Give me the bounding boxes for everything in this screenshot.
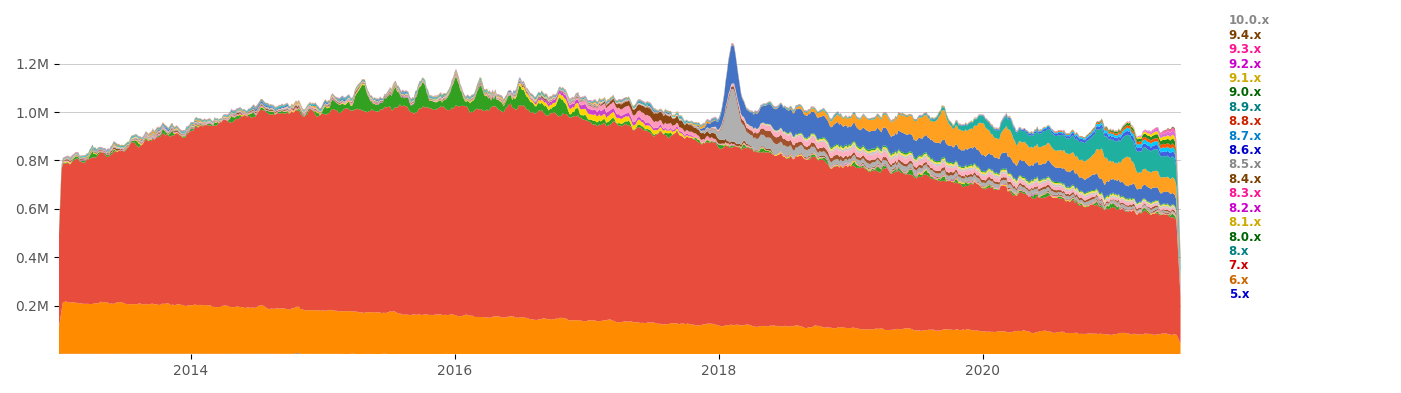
Legend: 10.0.x, 9.4.x, 9.3.x, 9.2.x, 9.1.x, 9.0.x, 8.9.x, 8.8.x, 8.7.x, 8.6.x, 8.5.x, 8.: 10.0.x, 9.4.x, 9.3.x, 9.2.x, 9.1.x, 9.0.… [1223, 14, 1269, 301]
